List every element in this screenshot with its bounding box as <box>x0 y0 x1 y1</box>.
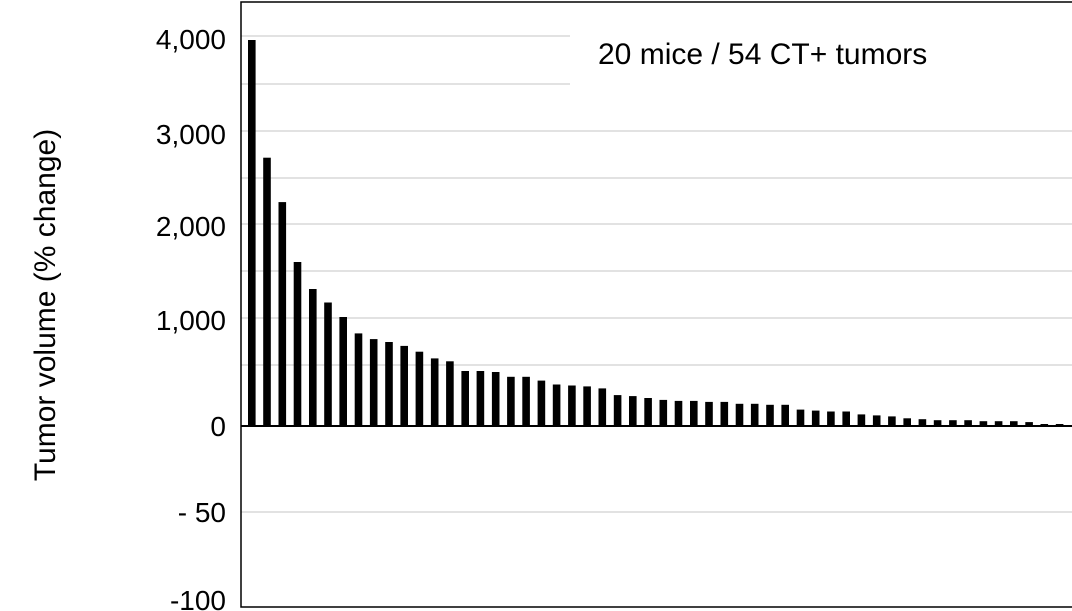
bar <box>842 411 850 426</box>
bar <box>872 415 881 426</box>
bar <box>690 400 698 426</box>
bar <box>400 345 408 426</box>
y-tick-label: 1,000 <box>156 305 226 336</box>
bar <box>674 400 683 426</box>
y-tick-label: -100 <box>170 585 226 611</box>
bar <box>263 157 271 426</box>
bar <box>766 404 774 426</box>
y-tick-label: - 50 <box>178 497 226 528</box>
bar <box>644 398 652 426</box>
bar <box>781 404 789 426</box>
y-axis-label: Tumor volume (% change) <box>29 129 62 481</box>
bar <box>324 302 332 426</box>
annotation-box <box>570 14 1072 86</box>
y-tick-label: 2,000 <box>156 211 226 242</box>
bar <box>491 372 500 426</box>
bar <box>354 333 363 426</box>
bar <box>537 380 546 426</box>
bar <box>659 399 668 426</box>
bar <box>857 414 866 426</box>
y-tick-label: 0 <box>210 411 226 442</box>
bar <box>552 384 561 426</box>
bar <box>888 416 896 427</box>
bar <box>827 411 835 426</box>
bar <box>507 376 515 426</box>
bar <box>613 395 622 426</box>
bar <box>385 342 393 426</box>
gridlines <box>241 35 1072 513</box>
bar <box>629 396 637 426</box>
bar <box>949 420 957 426</box>
y-tick-label: 4,000 <box>156 24 226 55</box>
bar <box>979 421 988 426</box>
bar <box>293 262 302 426</box>
bar <box>918 419 927 426</box>
y-tick-label: 3,000 <box>156 119 226 150</box>
bar <box>1010 421 1018 426</box>
bar <box>1025 422 1033 426</box>
bar <box>583 386 591 426</box>
bar <box>278 202 287 426</box>
bar <box>446 361 454 426</box>
bar <box>903 418 911 426</box>
bar <box>248 40 256 426</box>
bar <box>522 376 530 426</box>
bars <box>248 40 1064 427</box>
bar <box>705 401 713 426</box>
annotation-label: 20 mice / 54 CT+ tumors <box>598 38 927 71</box>
bar <box>796 409 805 426</box>
bar <box>339 317 347 426</box>
bar <box>994 421 1003 426</box>
bar <box>476 371 485 426</box>
bar <box>568 385 576 426</box>
bar <box>598 388 607 426</box>
bar <box>369 339 378 426</box>
bar <box>309 289 317 426</box>
bar <box>720 401 729 426</box>
plot-area-frame <box>240 1 1072 608</box>
bar <box>933 420 942 426</box>
bar <box>964 420 972 426</box>
bar <box>415 351 424 426</box>
bar <box>811 410 820 426</box>
y-tick-labels: 4,000 3,000 2,000 1,000 0 - 50 -100 <box>156 24 226 611</box>
bar <box>461 371 469 426</box>
bar <box>735 403 744 426</box>
bar <box>430 358 439 426</box>
bar <box>750 403 759 426</box>
